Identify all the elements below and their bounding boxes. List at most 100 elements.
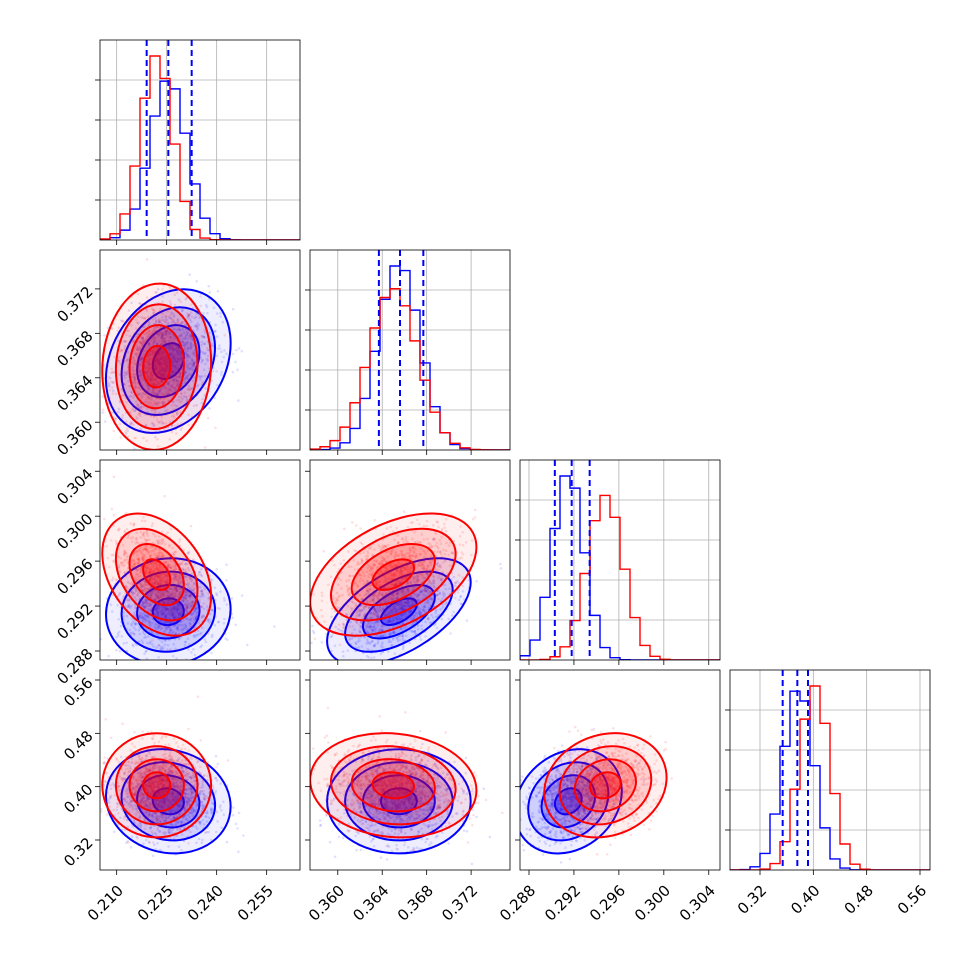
scatter-point	[164, 330, 167, 333]
panel-grid	[310, 250, 510, 450]
scatter-point	[126, 435, 130, 438]
scatter-point	[139, 302, 142, 306]
scatter-point	[206, 618, 210, 621]
scatter-point	[143, 317, 146, 320]
scatter-point	[170, 424, 174, 428]
density-fill-red	[143, 345, 171, 388]
scatter-point	[159, 551, 163, 555]
scatter-point	[166, 321, 170, 325]
scatter-point	[184, 371, 188, 374]
scatter-point	[138, 406, 141, 409]
scatter-point	[169, 387, 172, 391]
scatter-point	[114, 417, 117, 421]
scatter-point	[164, 615, 168, 618]
scatter-point	[176, 318, 180, 321]
scatter-point	[141, 356, 144, 360]
scatter-point	[188, 602, 192, 605]
scatter-point	[155, 383, 159, 387]
scatter-point	[195, 604, 199, 607]
scatter-point	[112, 553, 115, 557]
scatter-point	[148, 578, 152, 581]
scatter-point	[171, 348, 175, 351]
scatter-point	[132, 524, 135, 527]
scatter-point	[160, 343, 163, 346]
scatter-point	[207, 597, 210, 601]
scatter-point	[159, 596, 163, 599]
scatter-point	[182, 596, 185, 600]
scatter-point	[155, 319, 158, 323]
scatter-point	[166, 389, 170, 392]
scatter-point	[169, 572, 173, 576]
scatter-point	[273, 625, 276, 628]
scatter-point	[178, 590, 182, 594]
scatter-point	[166, 340, 170, 343]
scatter-point	[175, 361, 179, 364]
scatter-point	[168, 545, 171, 548]
scatter-point	[190, 365, 194, 369]
scatter-point	[161, 600, 165, 604]
scatter-point	[165, 331, 168, 335]
scatter-point	[145, 538, 149, 542]
scatter-point	[202, 351, 205, 355]
scatter-point	[171, 577, 174, 580]
scatter-point	[159, 364, 162, 367]
scatter-point	[162, 576, 165, 580]
scatter-point	[153, 402, 157, 405]
scatter-point	[146, 566, 150, 570]
scatter-point	[220, 360, 224, 364]
scatter-point	[152, 349, 155, 353]
scatter-point	[170, 430, 174, 434]
scatter-point	[165, 365, 168, 368]
scatter-point	[136, 393, 140, 397]
scatter-point	[126, 329, 129, 333]
scatter-point	[147, 341, 151, 345]
scatter-point	[195, 324, 198, 327]
scatter-point	[145, 549, 149, 553]
scatter-point	[175, 378, 179, 382]
scatter-point	[158, 391, 161, 394]
scatter-point	[184, 343, 187, 346]
scatter-point	[172, 353, 176, 357]
scatter-point	[189, 345, 193, 349]
scatter-point	[151, 390, 154, 394]
scatter-point	[135, 400, 138, 403]
scatter-point	[166, 566, 170, 569]
scatter-point	[156, 358, 159, 362]
scatter-point	[177, 327, 181, 331]
scatter-point	[156, 341, 159, 345]
scatter-point	[157, 643, 160, 647]
scatter-point	[165, 601, 169, 605]
scatter-point	[161, 333, 165, 337]
scatter-point	[193, 351, 197, 355]
scatter-point	[137, 558, 140, 561]
scatter-point	[112, 559, 116, 562]
scatter-point	[151, 375, 154, 378]
scatter-point	[151, 382, 154, 385]
scatter-point	[153, 581, 157, 585]
scatter-point	[181, 308, 184, 312]
scatter-point	[139, 582, 142, 585]
scatter-point	[163, 330, 167, 334]
scatter-point	[206, 358, 210, 361]
scatter-point	[186, 399, 189, 402]
scatter-point	[160, 336, 164, 340]
scatter-point	[176, 384, 179, 388]
scatter-point	[139, 574, 142, 577]
scatter-point	[161, 368, 164, 371]
scatter-point	[198, 598, 201, 601]
scatter-point	[150, 379, 153, 382]
scatter-point	[117, 528, 120, 531]
scatter-point	[164, 329, 168, 333]
scatter-point	[161, 566, 164, 570]
scatter-point	[176, 581, 180, 584]
scatter-point	[179, 577, 183, 581]
scatter-point	[101, 395, 105, 398]
scatter-point	[180, 334, 183, 338]
scatter-point	[177, 632, 181, 636]
scatter-point	[174, 369, 178, 372]
scatter-point	[137, 386, 141, 389]
scatter-point	[153, 367, 157, 370]
scatter-point	[123, 371, 126, 374]
scatter-point	[155, 595, 158, 598]
scatter-point	[160, 369, 164, 372]
